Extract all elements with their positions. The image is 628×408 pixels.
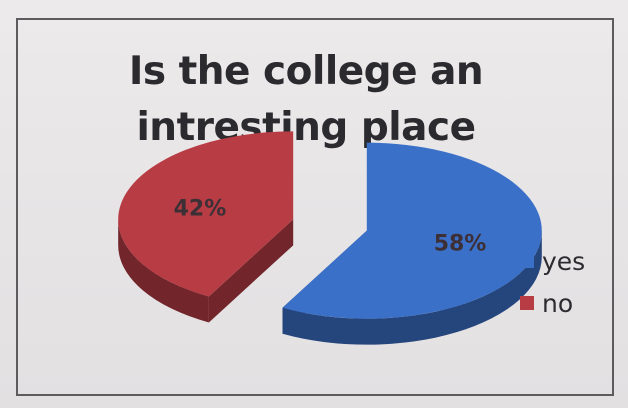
- pie-label-yes: 58%: [434, 232, 487, 257]
- legend-label-yes: yes: [542, 246, 586, 276]
- pie-slice-yes: [282, 142, 542, 319]
- legend-item-no: no: [520, 282, 585, 324]
- pie-slice-no: [118, 131, 294, 297]
- legend-swatch-no: [520, 296, 534, 310]
- chart-title-line-1: Is the college an: [128, 49, 484, 94]
- chart-title: Is the college an intresting place: [96, 44, 516, 156]
- chart-frame: [16, 18, 614, 396]
- pie-side-no: [118, 219, 209, 323]
- legend-label-no: no: [542, 288, 574, 318]
- pie-side-yes: [282, 230, 542, 345]
- pie-wall-no-start: [208, 219, 294, 323]
- pie-label-no: 42%: [174, 196, 227, 221]
- chart-title-line-2: intresting place: [136, 105, 476, 150]
- legend: yes no: [520, 240, 585, 324]
- legend-swatch-yes: [520, 254, 534, 268]
- legend-item-yes: yes: [520, 240, 585, 282]
